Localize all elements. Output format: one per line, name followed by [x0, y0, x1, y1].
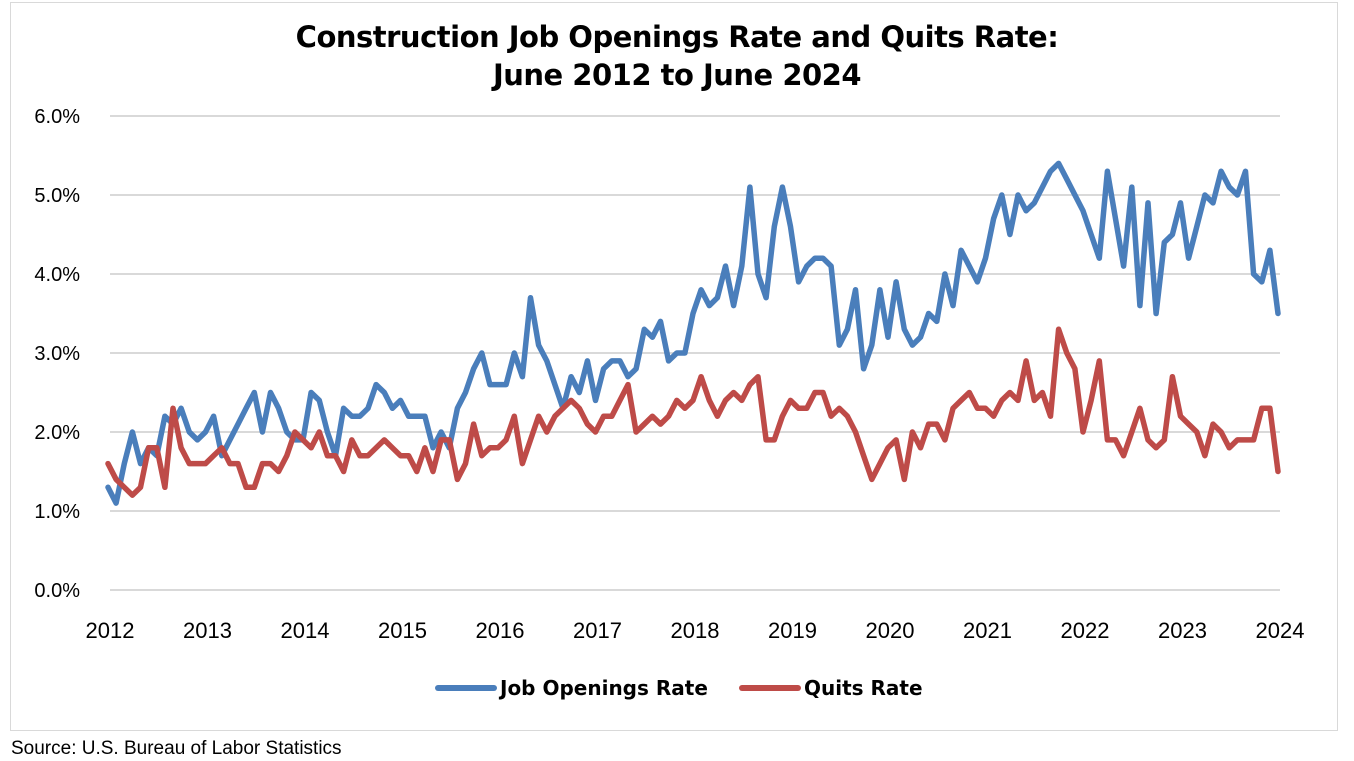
title-line-2: June 2012 to June 2024 — [492, 58, 862, 92]
y-tick-label: 1.0% — [34, 501, 80, 523]
series-line-0 — [105, 160, 1281, 506]
x-tick-label: 2024 — [1256, 618, 1305, 643]
x-tick-label: 2021 — [963, 618, 1012, 643]
x-tick-label: 2012 — [86, 618, 135, 643]
chart-title: Construction Job Openings Rate and Quits… — [0, 18, 1354, 94]
y-tick-label: 6.0% — [34, 106, 80, 128]
x-tick-label: 2019 — [768, 618, 817, 643]
x-tick-label: 2013 — [183, 618, 232, 643]
x-tick-label: 2023 — [1158, 618, 1207, 643]
x-tick-label: 2014 — [281, 618, 330, 643]
y-tick-label: 5.0% — [34, 185, 80, 207]
x-tick-label: 2018 — [671, 618, 720, 643]
x-tick-label: 2022 — [1061, 618, 1110, 643]
x-tick-label: 2017 — [573, 618, 622, 643]
x-tick-label: 2016 — [476, 618, 525, 643]
source-note: Source: U.S. Bureau of Labor Statistics — [11, 738, 342, 759]
title-line-1: Construction Job Openings Rate and Quits… — [295, 20, 1059, 54]
chart-frame — [10, 2, 1338, 731]
y-tick-label: 2.0% — [34, 422, 80, 444]
legend-label: Job Openings Rate — [498, 676, 708, 700]
x-tick-label: 2020 — [866, 618, 915, 643]
x-tick-label: 2015 — [378, 618, 427, 643]
y-tick-label: 3.0% — [34, 343, 80, 365]
y-tick-label: 0.0% — [34, 580, 80, 602]
series-line-1 — [105, 326, 1281, 498]
y-tick-label: 4.0% — [34, 264, 80, 286]
legend-label: Quits Rate — [804, 676, 923, 700]
